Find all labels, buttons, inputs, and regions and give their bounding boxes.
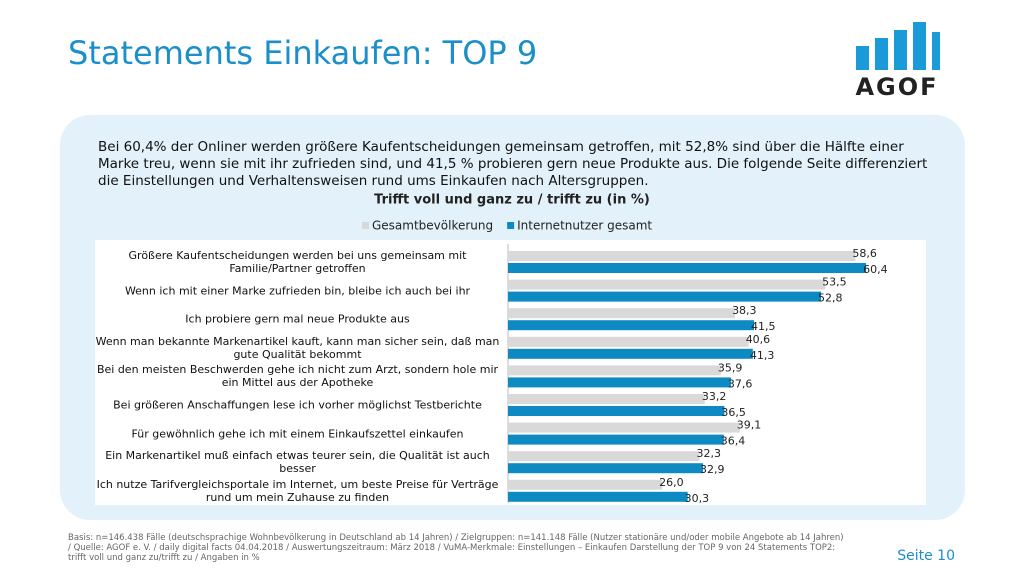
- value-label: 32,9: [700, 463, 725, 476]
- legend-swatch: [362, 222, 369, 229]
- y-tick-label: Ein Markenartikel muß einfach etwas teur…: [105, 449, 490, 476]
- value-label: 53,5: [822, 276, 847, 289]
- value-label: 26,0: [659, 476, 684, 489]
- page-number: Seite 10: [897, 548, 955, 564]
- y-tick-label: Wenn ich mit einer Marke zufrieden bin, …: [124, 284, 471, 298]
- legend-swatch: [507, 222, 515, 229]
- y-tick-label: Bei den meisten Beschwerden gehe ich nic…: [96, 363, 499, 390]
- bar: [508, 320, 755, 331]
- bar: [508, 348, 753, 359]
- value-label: 37,6: [728, 377, 753, 390]
- value-label: 30,3: [685, 492, 710, 505]
- y-tick-label: Wenn man bekannte Markenartikel kauft, k…: [95, 334, 500, 361]
- slide-title: Statements Einkaufen: TOP 9: [68, 34, 537, 72]
- y-tick-label: Für gewöhnlich gehe ich mit einem Einkau…: [131, 427, 464, 441]
- value-label: 39,1: [737, 419, 762, 432]
- bar: [508, 422, 740, 433]
- bar: [508, 365, 721, 376]
- logo: [856, 22, 940, 70]
- value-label: 40,6: [746, 333, 771, 346]
- intro-text: Bei 60,4% der Onliner werden größere Kau…: [98, 139, 928, 189]
- bar: [508, 251, 856, 261]
- legend-label: Gesamtbevölkerung: [372, 219, 493, 233]
- value-label: 36,5: [721, 406, 746, 419]
- y-tick-label: Ich probiere gern mal neue Produkte aus: [185, 312, 410, 326]
- value-label: 35,9: [718, 361, 743, 374]
- y-tick-label: Ich nutze Tarifvergleichsportale im Inte…: [96, 477, 499, 504]
- value-label: 38,3: [732, 304, 757, 317]
- chart-title: Trifft voll und ganz zu / trifft zu (in …: [374, 193, 650, 208]
- value-label: 52,8: [818, 292, 843, 305]
- bar: [508, 406, 725, 416]
- value-label: 58,6: [852, 247, 877, 260]
- bar: [508, 434, 724, 445]
- bar: [508, 263, 867, 273]
- logo-text: AGOF: [855, 73, 938, 101]
- value-label: 41,5: [751, 320, 776, 333]
- y-tick-label: Bei größeren Anschaffungen lese ich vorh…: [113, 398, 482, 412]
- bar: [508, 451, 700, 462]
- value-label: 33,2: [702, 390, 727, 403]
- footer-note: Basis: n=146.438 Fälle (deutschsprachige…: [68, 533, 844, 563]
- bar: [508, 377, 731, 388]
- value-label: 60,4: [863, 263, 888, 276]
- bar: [508, 336, 749, 347]
- legend-label: Internetnutzer gesamt: [517, 219, 652, 233]
- bar: [508, 479, 663, 490]
- value-label: 32,3: [696, 447, 721, 460]
- y-tick-label: Größere Kaufentscheidungen werden bei un…: [128, 249, 467, 275]
- bar: [508, 291, 822, 302]
- bar: [508, 491, 688, 502]
- bar: [508, 394, 705, 404]
- value-label: 36,4: [721, 435, 746, 448]
- bar: [508, 308, 736, 319]
- bar: [508, 463, 704, 474]
- bar: [508, 279, 826, 290]
- value-label: 41,3: [750, 349, 775, 362]
